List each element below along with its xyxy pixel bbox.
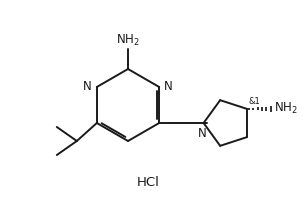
Text: N: N: [198, 127, 207, 140]
Text: NH$_2$: NH$_2$: [116, 33, 140, 48]
Text: N: N: [164, 79, 173, 92]
Text: HCl: HCl: [136, 177, 159, 190]
Text: N: N: [83, 79, 92, 92]
Text: NH$_2$: NH$_2$: [274, 101, 298, 117]
Text: &1: &1: [249, 97, 261, 106]
